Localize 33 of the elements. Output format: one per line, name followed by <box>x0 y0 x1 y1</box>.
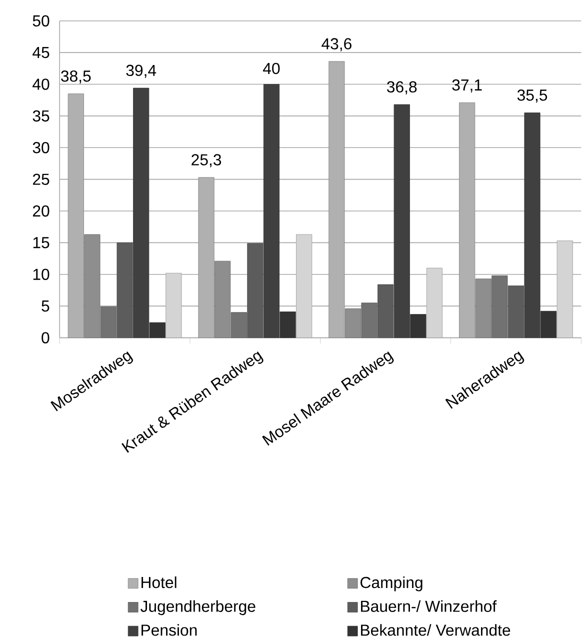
bar <box>84 234 100 338</box>
bar <box>166 272 182 338</box>
bar <box>426 268 443 338</box>
legend-label: Jugendherberge <box>140 600 256 616</box>
bar <box>214 260 231 338</box>
data-label: 43,6 <box>322 38 352 52</box>
data-label: 38,5 <box>61 70 91 84</box>
y-tick-label: 40 <box>32 78 50 90</box>
legend-label: Pension <box>142 624 197 636</box>
y-tick-label: 20 <box>33 205 50 217</box>
bar <box>557 240 574 338</box>
data-label: 37,1 <box>452 79 482 92</box>
data-label: 35,5 <box>518 90 548 103</box>
bar <box>476 278 492 338</box>
y-tick-label: 0 <box>42 332 50 344</box>
y-tick-label: 10 <box>34 268 50 280</box>
y-tick-label: 50 <box>33 15 50 26</box>
y-tick-label: 25 <box>33 174 50 185</box>
data-label: 39,4 <box>126 64 156 78</box>
bar <box>345 308 362 338</box>
y-tick-label: 30 <box>33 142 50 154</box>
legend-label: Bekannte/ Verwandte <box>361 624 510 636</box>
bar <box>296 234 312 338</box>
data-label: 36,8 <box>387 81 417 94</box>
y-tick-label: 15 <box>34 237 50 248</box>
legend-label: Camping <box>360 576 423 592</box>
legend-label: Hotel <box>142 576 176 588</box>
y-tick-label: 5 <box>42 300 50 312</box>
legend-label: Bauern-/ Winzerhof <box>361 600 497 612</box>
y-tick-label: 35 <box>33 110 50 122</box>
y-tick-label: 45 <box>32 47 50 58</box>
data-label: 40 <box>263 62 280 74</box>
data-label: 25,3 <box>192 154 222 168</box>
